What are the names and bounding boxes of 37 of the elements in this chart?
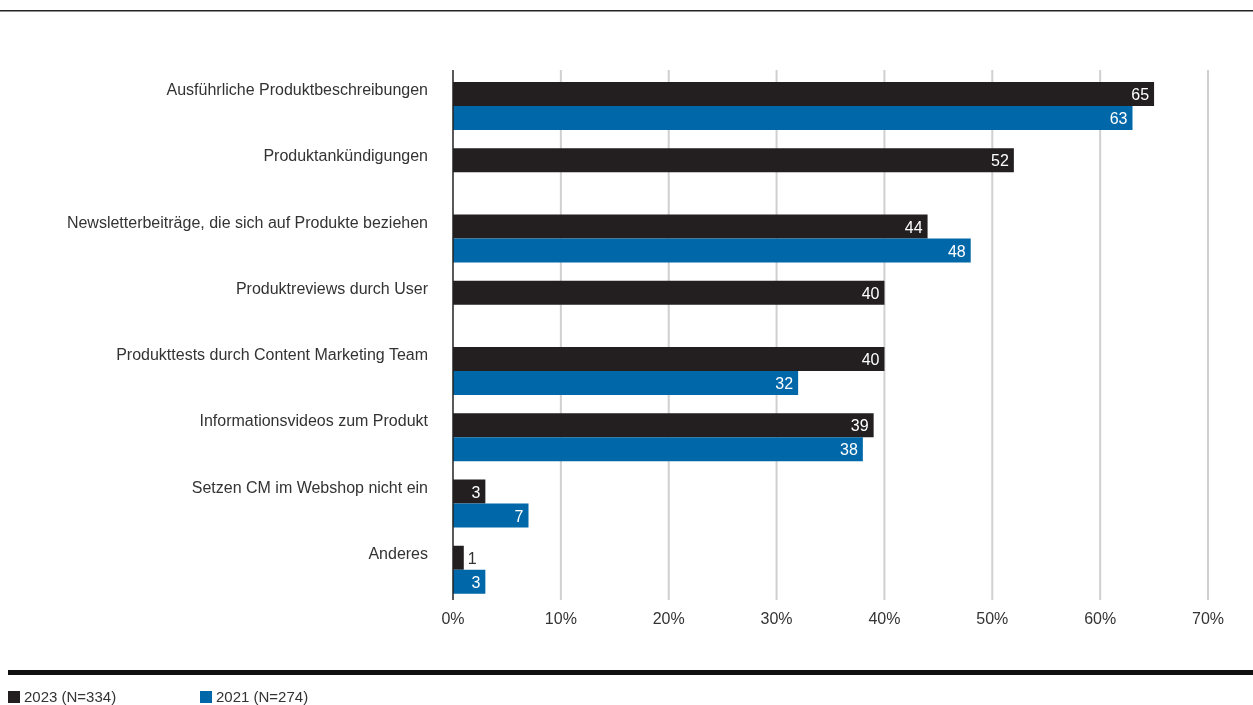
data-label: 3 (471, 483, 481, 501)
data-label: 65 (1131, 86, 1150, 103)
bar (453, 371, 799, 395)
bar (453, 503, 529, 528)
data-label: 7 (514, 507, 524, 525)
data-label: 63 (1109, 110, 1128, 127)
y-tick-label: Anderes (368, 544, 428, 562)
data-label: 52 (991, 152, 1009, 170)
data-label: 40 (861, 284, 880, 302)
x-tick-label: 10% (544, 610, 577, 627)
y-tick-label: Setzen CM im Webshop nicht ein (191, 478, 428, 496)
y-tick-label: Produkttests durch Content Marketing Team (116, 346, 428, 363)
data-label: 48 (947, 242, 966, 260)
y-tick-label: Ausführliche Produktbeschreibungen (166, 81, 428, 98)
data-label: 32 (775, 375, 794, 392)
y-tick-label: Produktreviews durch User (235, 279, 429, 297)
x-tick-label: 30% (760, 610, 793, 627)
bar (453, 437, 863, 462)
data-label: 44 (904, 218, 923, 236)
x-tick-label: 20% (652, 610, 685, 627)
x-tick-label: 40% (868, 610, 901, 627)
legend-label: 2021 (N=274) (216, 688, 309, 705)
data-label: 39 (850, 417, 869, 435)
y-tick-label: Informationsvideos zum Produkt (199, 412, 429, 430)
y-tick-label: Produktankündigungen (263, 147, 428, 165)
legend-label: 2023 (N=334) (24, 688, 117, 705)
x-tick-label: 70% (1191, 610, 1225, 627)
x-tick-label: 0% (441, 610, 465, 627)
bar (453, 106, 1133, 130)
bar (453, 238, 971, 263)
y-tick-label: Newsletterbeiträge, die sich auf Produkte beziehen (66, 213, 428, 231)
x-tick-label: 50% (976, 610, 1009, 627)
x-tick-label: 60% (1084, 610, 1117, 627)
data-label: 38 (840, 441, 858, 459)
data-label: 1 (467, 549, 477, 567)
data-label: 40 (861, 351, 880, 368)
data-label: 3 (471, 573, 481, 591)
